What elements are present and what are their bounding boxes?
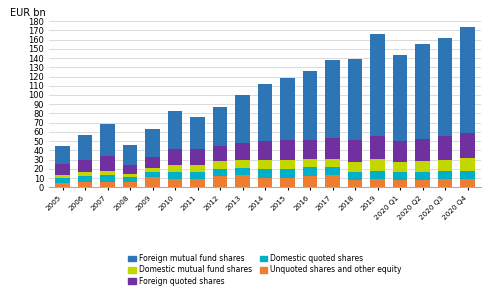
Bar	[303, 176, 318, 187]
Bar	[258, 141, 273, 159]
Bar	[303, 159, 318, 167]
Bar	[303, 140, 318, 159]
Bar	[213, 161, 227, 169]
Bar	[326, 159, 340, 167]
Bar	[78, 135, 92, 159]
Bar	[461, 27, 475, 133]
Bar	[393, 141, 408, 162]
Bar	[393, 180, 408, 187]
Bar	[100, 182, 115, 187]
Bar	[461, 171, 475, 179]
Bar	[145, 129, 160, 157]
Bar	[326, 167, 340, 175]
Bar	[168, 165, 183, 172]
Bar	[145, 177, 160, 187]
Bar	[235, 95, 250, 143]
Bar	[145, 157, 160, 168]
Bar	[415, 172, 430, 180]
Bar	[348, 172, 362, 180]
Bar	[213, 176, 227, 187]
Bar	[191, 172, 205, 179]
Bar	[280, 159, 295, 169]
Bar	[78, 172, 92, 176]
Bar	[415, 139, 430, 161]
Bar	[461, 133, 475, 158]
Bar	[326, 60, 340, 138]
Bar	[370, 179, 385, 187]
Bar	[235, 168, 250, 175]
Bar	[415, 180, 430, 187]
Bar	[438, 179, 453, 187]
Bar	[461, 158, 475, 171]
Bar	[438, 171, 453, 179]
Bar	[145, 172, 160, 177]
Bar	[370, 34, 385, 136]
Bar	[168, 149, 183, 165]
Bar	[326, 175, 340, 187]
Bar	[78, 159, 92, 172]
Bar	[438, 159, 453, 171]
Bar	[100, 156, 115, 171]
Bar	[100, 175, 115, 182]
Bar	[100, 124, 115, 156]
Bar	[191, 117, 205, 149]
Bar	[78, 182, 92, 187]
Bar	[326, 138, 340, 159]
Bar	[370, 171, 385, 179]
Bar	[370, 136, 385, 159]
Bar	[55, 164, 70, 175]
Bar	[393, 172, 408, 180]
Bar	[55, 175, 70, 178]
Bar	[258, 178, 273, 187]
Bar	[168, 179, 183, 187]
Bar	[348, 59, 362, 140]
Bar	[55, 146, 70, 164]
Bar	[213, 107, 227, 146]
Bar	[258, 84, 273, 141]
Bar	[280, 169, 295, 178]
Bar	[191, 149, 205, 165]
Bar	[348, 162, 362, 172]
Bar	[258, 159, 273, 169]
Bar	[348, 180, 362, 187]
Bar	[258, 169, 273, 178]
Bar	[280, 140, 295, 159]
Bar	[123, 174, 137, 177]
Bar	[235, 159, 250, 168]
Bar	[145, 168, 160, 172]
Bar	[168, 172, 183, 179]
Bar	[370, 159, 385, 171]
Bar	[213, 146, 227, 161]
Bar	[213, 169, 227, 176]
Legend: Foreign mutual fund shares, Domestic mutual fund shares, Foreign quoted shares, : Foreign mutual fund shares, Domestic mut…	[128, 254, 402, 286]
Bar	[393, 55, 408, 141]
Bar	[303, 71, 318, 140]
Bar	[123, 182, 137, 187]
Bar	[415, 44, 430, 139]
Bar	[55, 178, 70, 183]
Bar	[78, 176, 92, 182]
Bar	[393, 162, 408, 172]
Bar	[123, 177, 137, 182]
Bar	[280, 178, 295, 187]
Bar	[235, 143, 250, 159]
Bar	[123, 165, 137, 174]
Bar	[303, 167, 318, 176]
Bar	[235, 175, 250, 187]
Bar	[123, 145, 137, 165]
Bar	[280, 78, 295, 140]
Bar	[438, 38, 453, 137]
Bar	[191, 165, 205, 172]
Bar	[100, 171, 115, 175]
Text: EUR bn: EUR bn	[10, 8, 46, 18]
Bar	[415, 161, 430, 172]
Bar	[461, 179, 475, 187]
Bar	[438, 137, 453, 159]
Bar	[348, 140, 362, 162]
Bar	[55, 183, 70, 187]
Bar	[168, 111, 183, 149]
Bar	[191, 179, 205, 187]
